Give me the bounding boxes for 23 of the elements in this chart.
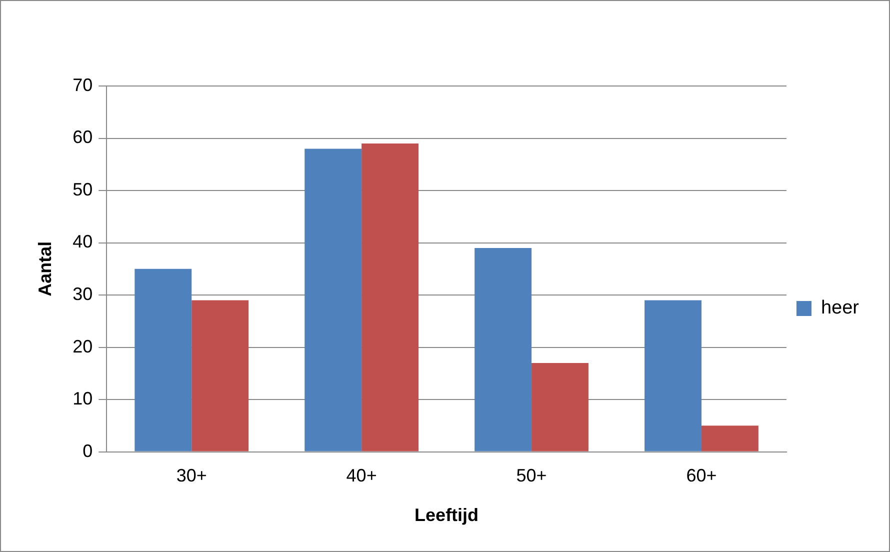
- y-tick-label: 0: [82, 440, 93, 461]
- y-tick-label: 70: [72, 74, 93, 95]
- bar: [701, 426, 758, 452]
- y-tick-label: 40: [72, 232, 93, 252]
- bar: [192, 300, 249, 452]
- bar: [474, 248, 532, 452]
- y-tick-label: 60: [72, 127, 93, 148]
- legend-label: heer: [820, 298, 860, 319]
- y-tick-label: 30: [72, 284, 93, 304]
- y-tick-label: 50: [72, 179, 93, 200]
- y-tick-label: 20: [72, 336, 93, 356]
- x-axis-title: Leeftijd: [414, 505, 479, 526]
- bar: [362, 143, 419, 452]
- bar: [532, 362, 588, 452]
- x-tick-label: 40+: [346, 466, 377, 486]
- bar: [304, 148, 362, 452]
- y-tick-label: 10: [72, 388, 93, 409]
- x-tick-label: 50+: [516, 466, 547, 486]
- bar: [134, 268, 192, 452]
- y-axis-title: Aantal: [34, 241, 55, 296]
- bar: [644, 300, 702, 452]
- x-tick-label: 60+: [686, 466, 717, 486]
- x-tick-label: 30+: [176, 466, 207, 486]
